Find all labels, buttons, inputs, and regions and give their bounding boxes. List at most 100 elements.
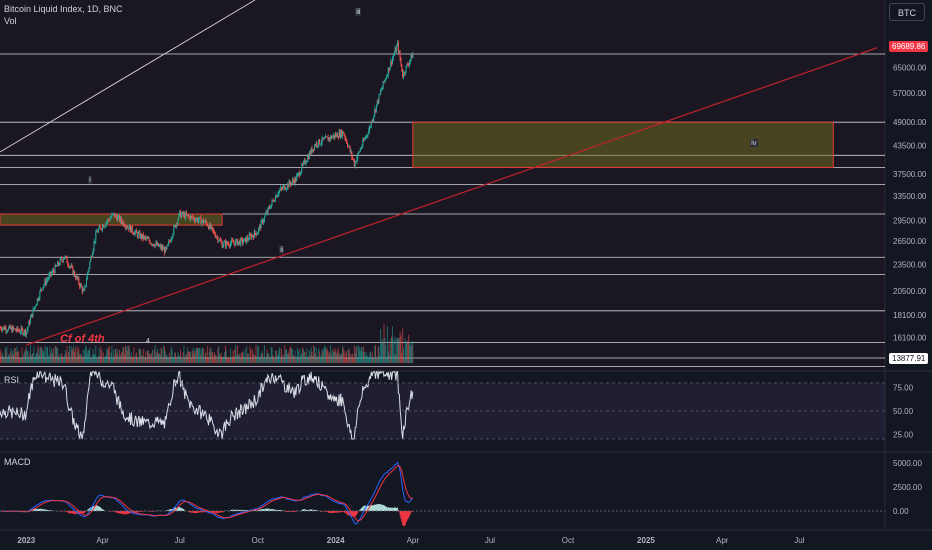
macd-bar <box>396 507 398 511</box>
price-tick-label: 29500.00 <box>893 216 927 225</box>
candle-body <box>75 275 77 279</box>
macd-bar <box>376 503 378 511</box>
volume-bar <box>113 355 115 363</box>
candle-body <box>102 225 104 228</box>
candle-body <box>163 248 165 253</box>
macd-bar <box>139 511 141 512</box>
candle-body <box>391 60 393 64</box>
macd-bar <box>347 511 349 516</box>
candle-body <box>180 210 182 218</box>
volume-bar <box>334 352 336 363</box>
macd-bar <box>389 507 391 511</box>
volume-bar <box>378 345 380 363</box>
wave-label-icon[interactable]: 4 <box>146 338 150 345</box>
macd-bar <box>346 511 348 515</box>
macd-bar <box>35 508 37 511</box>
candle-body <box>20 327 22 333</box>
candle-body <box>329 137 331 140</box>
price-tick-label: 26500.00 <box>893 237 927 246</box>
candle-body <box>377 100 379 103</box>
rsi-band <box>0 383 885 439</box>
macd-bar <box>113 511 115 512</box>
candle-body <box>137 233 139 237</box>
candle-body <box>61 258 63 261</box>
candle-body <box>151 243 153 245</box>
candle-body <box>195 219 197 222</box>
candle-body <box>63 259 65 262</box>
macd-bar <box>411 511 413 512</box>
volume-bar <box>116 353 118 363</box>
candle-body <box>258 228 260 233</box>
volume-bar <box>268 353 270 363</box>
candle-body <box>132 232 134 234</box>
volume-bar <box>260 353 262 363</box>
volume-bar <box>124 345 126 363</box>
candle-body <box>305 162 307 164</box>
candle-body <box>381 87 383 90</box>
macd-bar <box>303 508 305 511</box>
macd-bar <box>397 510 399 511</box>
wave-label-icon[interactable]: ⅱ <box>279 246 285 254</box>
macd-bar <box>293 511 295 513</box>
macd-bar <box>393 507 395 511</box>
candle-body <box>95 232 97 242</box>
macd-tick-label: 2500.00 <box>893 483 922 492</box>
candle-body <box>375 109 377 112</box>
object-tree-icon[interactable]: ⅲ <box>355 8 362 16</box>
volume-bar <box>297 347 299 363</box>
volume-bar <box>266 349 268 363</box>
candle-body <box>44 279 46 285</box>
candle-body <box>149 241 151 244</box>
volume-bar <box>241 352 243 363</box>
candle-body <box>270 204 272 209</box>
macd-bar <box>329 511 331 514</box>
macd-bar <box>391 507 393 511</box>
volume-bar <box>222 356 224 363</box>
candle-body <box>129 225 131 230</box>
candle-body <box>221 242 223 248</box>
volume-bar <box>80 354 82 363</box>
macd-bar <box>195 511 197 514</box>
volume-bar <box>342 347 344 363</box>
candle-body <box>53 271 55 273</box>
candle-body <box>139 232 141 238</box>
candle-body <box>326 137 328 138</box>
candle-body <box>57 262 59 267</box>
macd-bar <box>370 505 372 511</box>
volume-bar <box>355 347 357 363</box>
candle-body <box>317 145 319 147</box>
macd-bar <box>198 511 200 513</box>
candle-body <box>207 225 209 227</box>
volume-bar <box>359 350 361 363</box>
volume-bar <box>2 352 4 363</box>
volume-bar <box>208 358 210 363</box>
zone-label-icon[interactable]: ⅳ <box>750 139 758 147</box>
volume-bar <box>26 350 28 363</box>
candle-body <box>52 270 54 272</box>
macd-bar <box>390 507 392 511</box>
candle-body <box>276 195 278 198</box>
candle-body <box>256 233 258 236</box>
symbol-button[interactable]: BTC <box>889 3 925 21</box>
macd-bar <box>360 508 362 511</box>
volume-bar <box>278 349 280 363</box>
candle-body <box>226 241 228 244</box>
volume-bar <box>284 345 286 363</box>
macd-bar <box>379 504 381 511</box>
candle-body <box>92 249 94 254</box>
volume-bar <box>270 346 272 363</box>
macd-bar <box>102 509 104 511</box>
candle-body <box>185 212 187 215</box>
candle-body <box>403 72 405 74</box>
volume-bar <box>325 349 327 363</box>
macd-bar <box>180 507 182 511</box>
volume-bar <box>70 346 72 363</box>
volume-bar <box>291 348 293 363</box>
wave-label-icon[interactable]: ⅰ <box>88 176 92 184</box>
candle-body <box>60 258 62 260</box>
volume-bar <box>233 358 235 363</box>
candle-body <box>186 214 188 216</box>
macd-bar <box>339 511 341 513</box>
candle-body <box>363 139 365 141</box>
